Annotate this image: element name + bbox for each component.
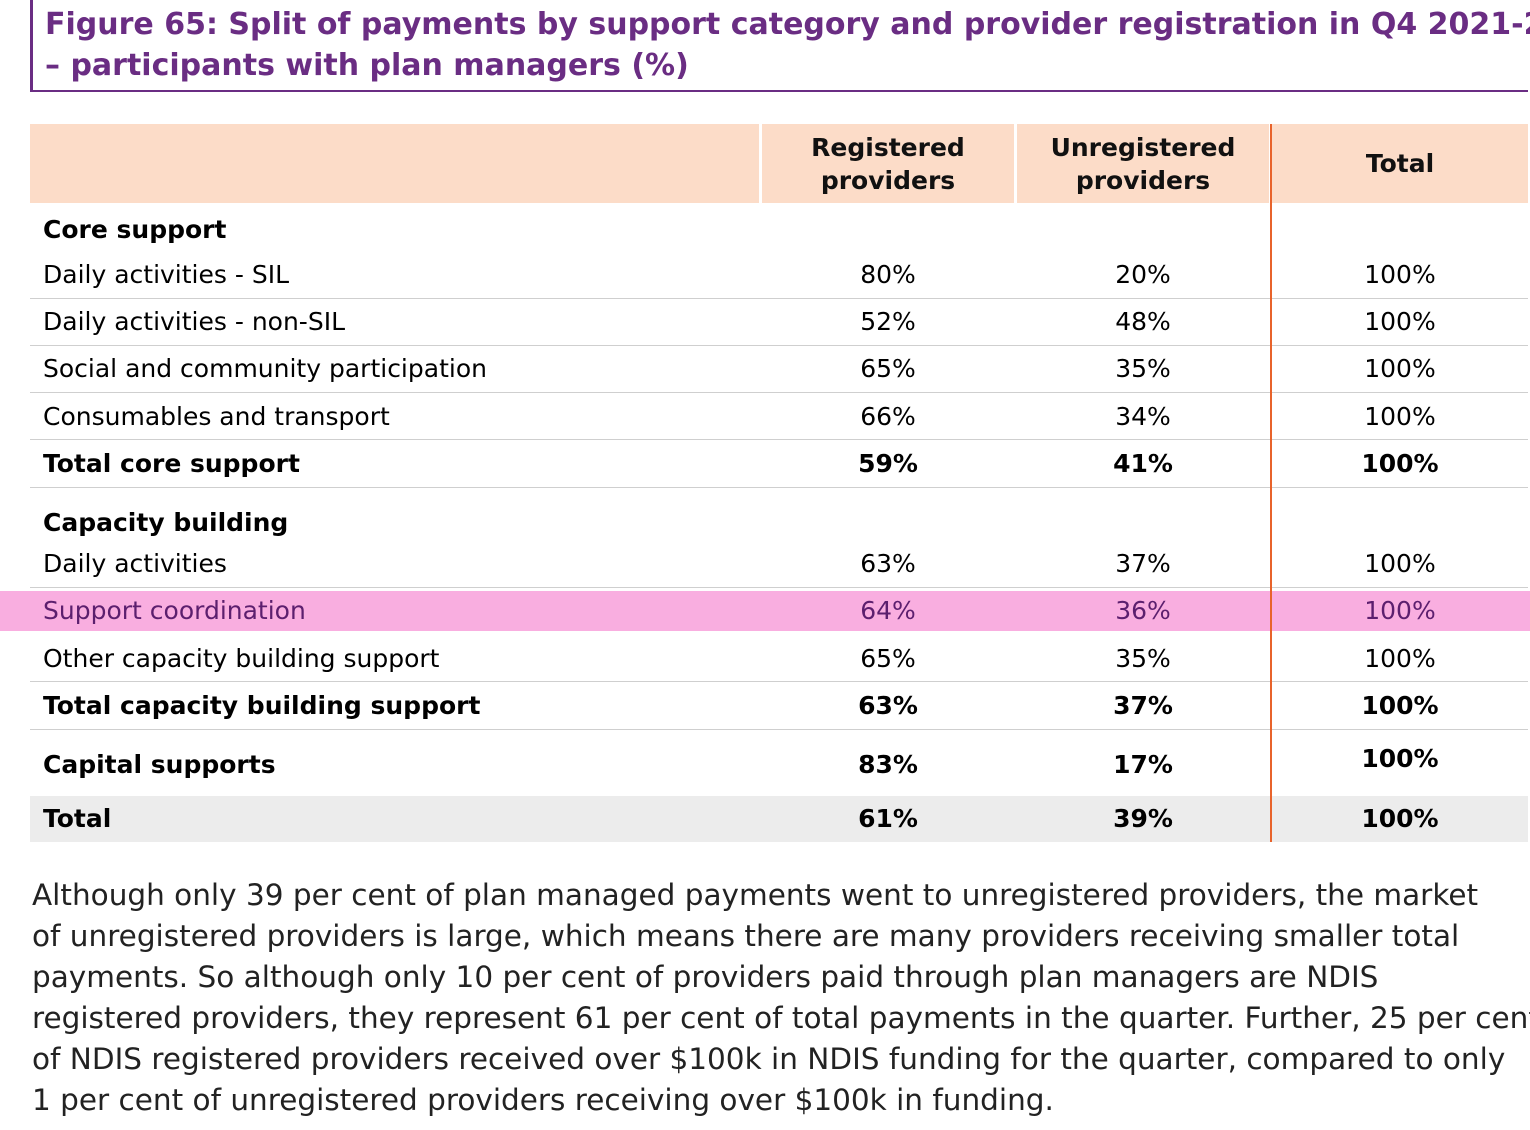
row-label: Total (43, 804, 112, 833)
total-value: 100% (1364, 354, 1436, 383)
row-divider (30, 729, 1528, 730)
total-value: 100% (1364, 402, 1436, 431)
unregistered-value: 48% (1115, 307, 1171, 336)
registered-value: 52% (860, 307, 916, 336)
body-paragraph: Although only 39 per cent of plan manage… (32, 878, 1530, 1117)
registered-value: 64% (860, 596, 916, 625)
figure-title-line-1: Figure 65: Split of payments by support … (45, 7, 1530, 42)
total-row-background (30, 796, 1528, 842)
total-column-divider (1270, 124, 1272, 842)
row-label: Daily activities (43, 549, 227, 578)
unregistered-value: 36% (1115, 596, 1171, 625)
row-label: Other capacity building support (43, 644, 440, 673)
total-value: 100% (1361, 804, 1439, 833)
payments-table: Registered providers Unregistered provid… (30, 124, 1528, 833)
total-value: 100% (1364, 260, 1436, 289)
unregistered-value: 37% (1113, 691, 1173, 720)
unregistered-value: 35% (1115, 354, 1171, 383)
row-divider (30, 487, 1528, 488)
unregistered-value: 20% (1115, 260, 1171, 289)
row-label: Total core support (43, 449, 300, 478)
total-value: 100% (1361, 744, 1439, 773)
registered-value: 83% (858, 750, 918, 779)
row-divider (30, 345, 1528, 346)
registered-value: 80% (860, 260, 916, 289)
unregistered-value: 17% (1113, 750, 1173, 779)
row-label: Consumables and transport (43, 402, 390, 431)
row-label: Total capacity building support (43, 691, 481, 720)
row-label: Capital supports (43, 750, 276, 779)
table-header-row: Registered providers Unregistered provid… (30, 124, 1528, 203)
row-label: Support coordination (43, 596, 306, 625)
figure-title-line-2: – participants with plan managers (%) (45, 48, 689, 83)
total-value: 100% (1364, 644, 1436, 673)
row-divider (30, 439, 1528, 440)
figure-title: Figure 65: Split of payments by support … (30, 0, 1530, 92)
registered-value: 61% (858, 804, 918, 833)
registered-value: 63% (858, 691, 918, 720)
row-label: Daily activities - non-SIL (43, 307, 346, 336)
header-unregistered-providers: Unregistered providers (1017, 124, 1269, 203)
header-registered-providers: Registered providers (762, 124, 1014, 203)
unregistered-value: 37% (1115, 549, 1171, 578)
row-divider (30, 587, 1528, 588)
row-divider (30, 298, 1528, 299)
unregistered-value: 35% (1115, 644, 1171, 673)
registered-value: 65% (860, 644, 916, 673)
unregistered-value: 39% (1113, 804, 1173, 833)
registered-value: 66% (860, 402, 916, 431)
registered-value: 59% (858, 449, 918, 478)
total-value: 100% (1361, 449, 1439, 478)
header-blank-cell (30, 124, 759, 203)
row-divider (30, 392, 1528, 393)
row-label: Daily activities - SIL (43, 260, 289, 289)
registered-value: 65% (860, 354, 916, 383)
highlight-band (0, 591, 1530, 631)
registered-value: 63% (860, 549, 916, 578)
unregistered-value: 41% (1113, 449, 1173, 478)
header-total: Total (1272, 124, 1528, 203)
total-value: 100% (1364, 549, 1436, 578)
total-value: 100% (1364, 307, 1436, 336)
total-value: 100% (1361, 691, 1439, 720)
row-divider (30, 681, 1528, 682)
row-label: Social and community participation (43, 354, 487, 383)
total-value: 100% (1364, 596, 1436, 625)
unregistered-value: 34% (1115, 402, 1171, 431)
